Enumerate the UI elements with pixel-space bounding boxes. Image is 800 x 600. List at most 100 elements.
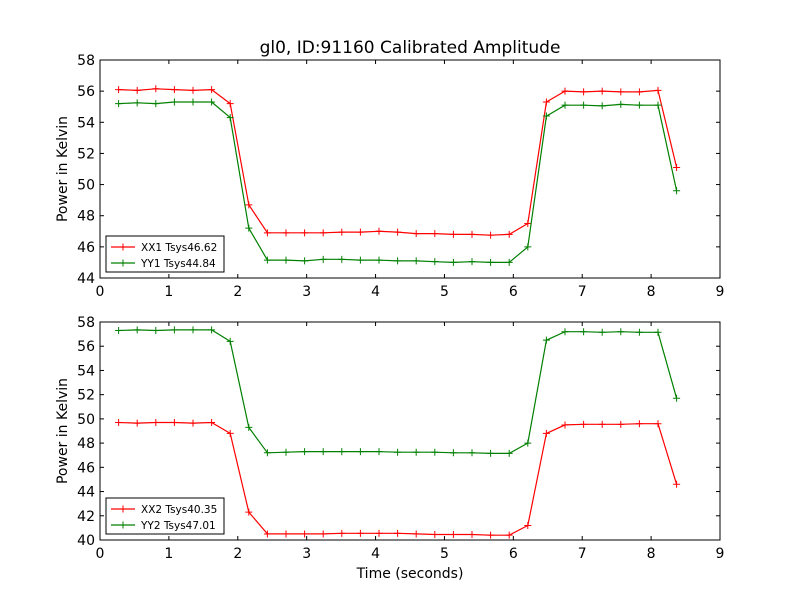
series-line xyxy=(115,85,681,239)
data-point xyxy=(226,429,234,437)
y-tick-label: 40 xyxy=(77,533,95,549)
series-line xyxy=(115,419,681,539)
data-point xyxy=(263,449,271,457)
data-point xyxy=(394,228,402,236)
y-tick-label: 50 xyxy=(77,178,95,194)
data-point xyxy=(487,449,495,457)
data-point xyxy=(654,328,662,336)
data-point xyxy=(115,326,123,334)
legend-label: XX1 Tsys46.62 xyxy=(141,242,217,254)
data-point xyxy=(654,86,662,94)
data-point xyxy=(449,230,457,238)
x-tick-label: 8 xyxy=(647,546,656,562)
data-point xyxy=(673,163,681,171)
data-point xyxy=(524,243,532,251)
x-tick-label: 7 xyxy=(578,284,587,300)
data-point xyxy=(356,228,364,236)
data-point xyxy=(152,326,160,334)
y-tick-label: 52 xyxy=(77,388,95,404)
x-tick-label: 3 xyxy=(302,546,311,562)
x-tick-label: 4 xyxy=(371,546,380,562)
data-point xyxy=(356,256,364,264)
data-point xyxy=(524,439,532,447)
data-point xyxy=(375,448,383,456)
data-point xyxy=(133,419,141,427)
data-point xyxy=(170,98,178,106)
y-tick-label: 58 xyxy=(77,315,95,331)
data-point xyxy=(375,227,383,235)
data-point xyxy=(617,420,625,428)
data-point xyxy=(561,421,569,429)
y-tick-label: 46 xyxy=(77,460,95,476)
data-point xyxy=(189,419,197,427)
y-tick-label: 42 xyxy=(77,509,95,525)
data-point xyxy=(598,102,606,110)
data-point xyxy=(263,229,271,237)
data-point xyxy=(449,449,457,457)
x-tick-label: 5 xyxy=(440,546,449,562)
data-point xyxy=(468,531,476,539)
legend-marker xyxy=(119,521,127,529)
x-tick-label: 7 xyxy=(578,546,587,562)
data-point xyxy=(208,98,216,106)
data-point xyxy=(561,328,569,336)
x-tick-label: 9 xyxy=(716,284,725,300)
data-point xyxy=(301,257,309,265)
legend: XX2 Tsys40.35 YY2 Tsys47.01 xyxy=(105,497,225,535)
legend: XX1 Tsys46.62 YY1 Tsys44.84 xyxy=(105,235,225,273)
x-axis-label: Time (seconds) xyxy=(356,566,464,582)
data-point xyxy=(524,220,532,227)
data-point xyxy=(356,529,364,537)
data-point xyxy=(542,429,550,437)
x-tick-label: 2 xyxy=(233,546,242,562)
data-point xyxy=(375,529,383,537)
data-point xyxy=(673,394,681,402)
data-point xyxy=(245,224,253,232)
y-tick-label: 56 xyxy=(77,339,95,355)
data-point xyxy=(133,86,141,94)
y-tick-label: 54 xyxy=(77,363,95,379)
data-point xyxy=(170,326,178,334)
data-point xyxy=(226,114,234,122)
data-point xyxy=(133,326,141,334)
x-tick-label: 0 xyxy=(96,546,105,562)
data-point xyxy=(635,328,643,336)
data-point xyxy=(394,257,402,265)
legend-box xyxy=(105,235,225,273)
y-tick-label: 46 xyxy=(77,240,95,256)
y-tick-label: 48 xyxy=(77,436,95,452)
data-point xyxy=(394,448,402,456)
data-point xyxy=(282,530,290,538)
data-point xyxy=(226,100,234,108)
data-point xyxy=(580,101,588,109)
data-point xyxy=(561,101,569,109)
data-point xyxy=(431,258,439,266)
data-point xyxy=(301,530,309,538)
data-point xyxy=(673,187,681,195)
data-point xyxy=(598,328,606,336)
data-point xyxy=(263,256,271,264)
legend-marker xyxy=(119,505,127,513)
data-point xyxy=(580,420,588,428)
data-point xyxy=(319,229,327,237)
data-point xyxy=(245,201,253,209)
data-point xyxy=(263,530,271,538)
data-point xyxy=(468,258,476,266)
data-point xyxy=(598,420,606,428)
data-point xyxy=(319,530,327,538)
data-point xyxy=(133,99,141,107)
data-point xyxy=(245,508,253,516)
data-point xyxy=(431,448,439,456)
series-line xyxy=(115,326,681,457)
data-point xyxy=(524,521,532,529)
y-tick-label: 54 xyxy=(77,115,95,131)
x-tick-label: 8 xyxy=(647,284,656,300)
data-point xyxy=(319,255,327,263)
data-point xyxy=(319,448,327,456)
data-point xyxy=(505,230,513,238)
x-tick-label: 3 xyxy=(302,284,311,300)
data-point xyxy=(542,336,550,344)
y-tick-label: 58 xyxy=(77,53,95,69)
x-tick-label: 6 xyxy=(509,546,518,562)
data-point xyxy=(189,326,197,334)
